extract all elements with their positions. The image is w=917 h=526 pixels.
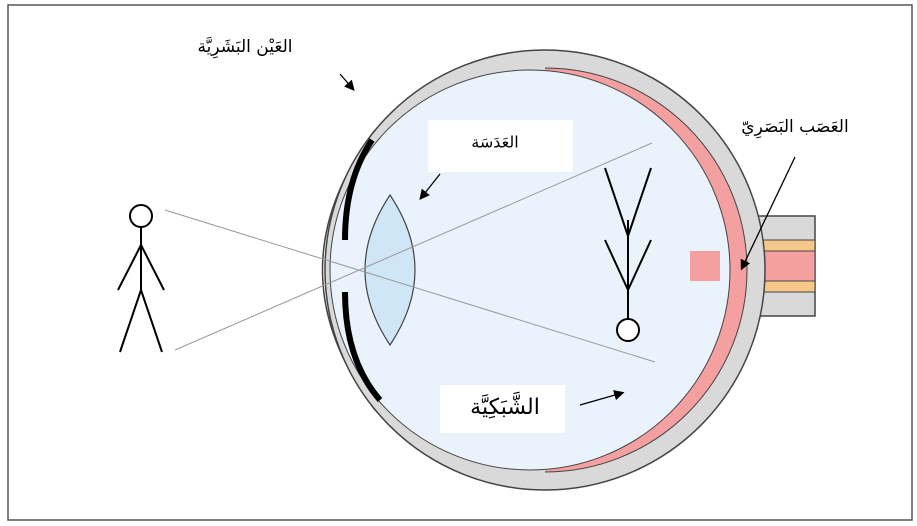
lens-label: العَدَسَة [471, 133, 518, 152]
optic-nerve-label: العَصَب البَصَرِيّ [741, 117, 848, 139]
retina-label: الشَّبَكِيَّة [470, 391, 540, 420]
eye-label: العَيْن البَشَرِيَّة [197, 37, 292, 59]
nerve-join [690, 251, 720, 281]
eye-diagram: العَيْن البَشَرِيَّة العَدَسَة العَصَب ا… [0, 0, 917, 526]
